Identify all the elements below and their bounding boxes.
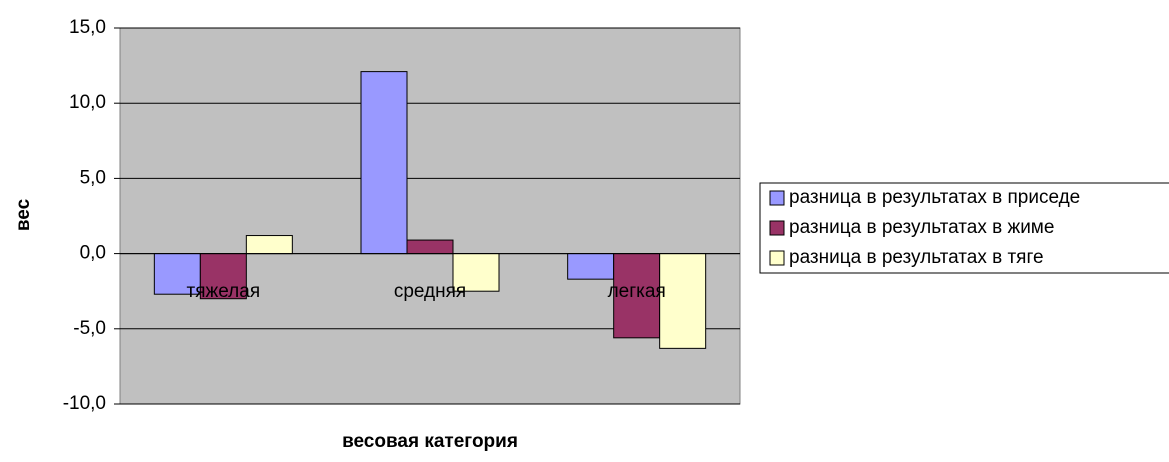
legend-swatch — [769, 220, 785, 236]
x-axis-title: весовая категория — [342, 431, 518, 452]
bar — [153, 253, 201, 295]
y-tick-label: 10,0 — [69, 92, 106, 113]
legend-label: разница в результатах в тяге — [789, 247, 1044, 268]
legend-label: разница в результатах в приседе — [789, 187, 1080, 208]
y-tick-label: 0,0 — [80, 243, 106, 264]
bar — [659, 253, 707, 349]
x-tick-label: тяжелая — [187, 281, 261, 302]
legend-swatch — [769, 190, 785, 206]
y-tick-label: 15,0 — [69, 17, 106, 38]
legend-box — [759, 182, 1169, 274]
x-tick-label: легкая — [608, 281, 666, 302]
bar — [567, 253, 615, 280]
legend-swatch — [769, 250, 785, 266]
y-tick-label: 5,0 — [80, 167, 106, 188]
bar — [406, 239, 454, 255]
legend-label: разница в результатах в жиме — [789, 217, 1054, 238]
bar — [360, 71, 408, 255]
y-tick-label: -5,0 — [73, 318, 106, 339]
y-axis-title: вес — [13, 198, 34, 231]
y-tick-label: -10,0 — [63, 393, 106, 414]
bar — [245, 235, 293, 255]
plot-area — [119, 27, 741, 405]
x-tick-label: средняя — [394, 281, 466, 302]
